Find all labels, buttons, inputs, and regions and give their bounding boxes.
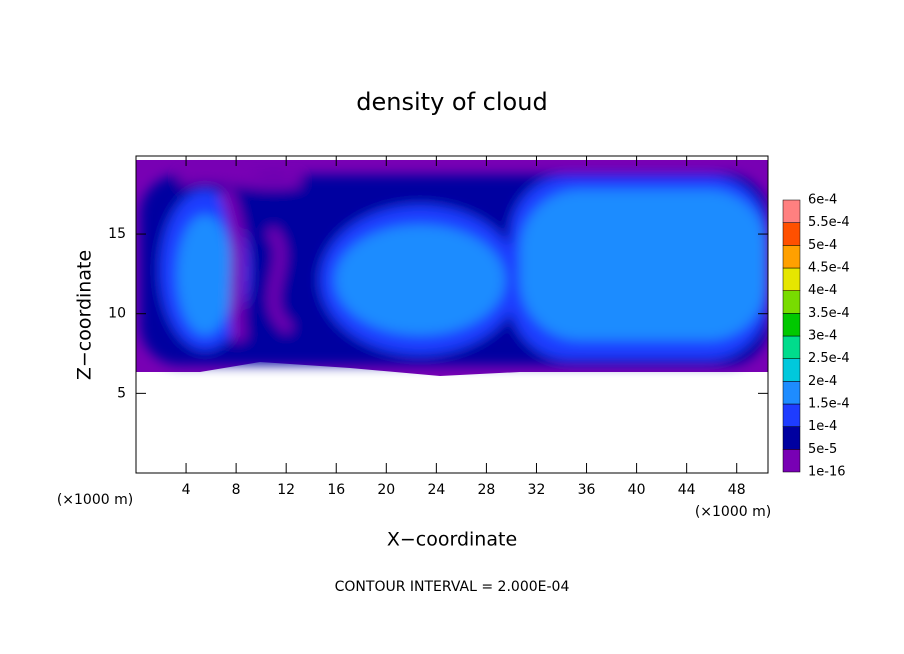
x-tick-label: 40 [628, 482, 646, 498]
x-tick-label: 8 [232, 482, 241, 498]
x-tick-label: 28 [478, 482, 496, 498]
colorbar-swatch [782, 403, 801, 427]
colorbar-label: 3.5e-4 [808, 306, 850, 321]
colorbar-label: 3e-4 [808, 329, 837, 344]
contour-field [136, 160, 768, 376]
colorbar-swatch [782, 245, 801, 269]
colorbar-swatch [782, 222, 801, 246]
colorbar-label: 5e-4 [808, 238, 837, 253]
x-tick-label: 12 [277, 482, 295, 498]
contour-note: CONTOUR INTERVAL = 2.000E-04 [335, 579, 570, 595]
colorbar-swatch [782, 426, 801, 450]
colorbar-swatch [782, 199, 801, 223]
x-tick-label: 44 [678, 482, 696, 498]
plot-frame [135, 155, 769, 474]
y-tick-label: 15 [108, 226, 126, 242]
colorbar-label: 2e-4 [808, 374, 837, 389]
colorbar-label: 5e-5 [808, 442, 837, 457]
y-tick-label: 5 [117, 385, 126, 401]
x-unit: (×1000 m) [695, 504, 771, 520]
x-tick-label: 48 [728, 482, 746, 498]
colorbar-label: 1e-16 [808, 465, 846, 480]
x-tick-label: 4 [182, 482, 191, 498]
colorbar-swatch [782, 313, 801, 337]
x-axis-label: X−coordinate [387, 529, 517, 551]
x-tick-label: 16 [327, 482, 345, 498]
x-tick-label: 36 [578, 482, 596, 498]
colorbar-swatch [782, 449, 801, 473]
colorbar-swatch [782, 290, 801, 314]
colorbar-label: 2.5e-4 [808, 351, 850, 366]
x-tick-label: 20 [377, 482, 395, 498]
chart-title: density of cloud [356, 88, 547, 116]
colorbar-label: 1e-4 [808, 419, 837, 434]
x-tick-label: 24 [427, 482, 445, 498]
colorbar-swatch [782, 267, 801, 291]
y-tick-label: 10 [108, 306, 126, 322]
y-axis-label: Z−coordinate [74, 250, 96, 380]
colorbar-label: 1.5e-4 [808, 397, 850, 412]
colorbar-label: 4e-4 [808, 283, 837, 298]
colorbar-label: 5.5e-4 [808, 215, 850, 230]
x-unit: (×1000 m) [57, 492, 133, 508]
colorbar-swatch [782, 381, 801, 405]
colorbar-swatch [782, 358, 801, 382]
x-tick-label: 32 [528, 482, 546, 498]
colorbar-label: 6e-4 [808, 193, 837, 208]
colorbar-label: 4.5e-4 [808, 261, 850, 276]
colorbar-swatch [782, 335, 801, 359]
